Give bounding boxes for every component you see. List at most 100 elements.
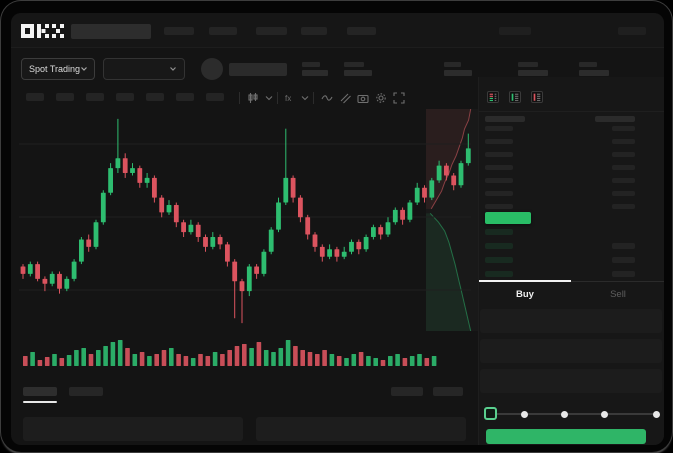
nav-item-skeleton[interactable] bbox=[499, 27, 531, 35]
nav-item-skeleton[interactable] bbox=[301, 27, 327, 35]
ob-ask-size-skeleton bbox=[612, 126, 635, 131]
book-buys-icon[interactable] bbox=[509, 91, 521, 103]
chevron-down-icon[interactable] bbox=[299, 92, 311, 104]
orders-action-skeleton[interactable] bbox=[433, 387, 463, 396]
slider-stop[interactable] bbox=[521, 410, 529, 418]
toolbar-skeleton-button[interactable] bbox=[206, 93, 224, 101]
depth-profile-panel bbox=[426, 108, 478, 332]
ob-ask-price-skeleton bbox=[485, 191, 513, 196]
nav-item-skeleton[interactable] bbox=[256, 27, 287, 35]
toolbar-skeleton-button[interactable] bbox=[86, 93, 104, 101]
tab-sell[interactable]: Sell bbox=[610, 289, 626, 300]
orders-content-skeleton bbox=[256, 417, 466, 441]
ticker-stat-skeleton bbox=[579, 62, 609, 78]
camera-icon[interactable] bbox=[357, 92, 369, 104]
stat-value-skeleton bbox=[579, 70, 609, 76]
ob-ask-price-skeleton bbox=[485, 178, 513, 183]
ob-bid-size-skeleton bbox=[612, 243, 635, 249]
nav-item-skeleton[interactable] bbox=[164, 27, 194, 35]
toolbar-skeleton-button[interactable] bbox=[116, 93, 134, 101]
order-input-skeleton[interactable] bbox=[480, 369, 662, 393]
orders-tab-skeleton[interactable] bbox=[69, 387, 103, 396]
chevron-down-icon bbox=[81, 67, 87, 71]
book-sells-icon[interactable] bbox=[531, 91, 543, 103]
ticker-stat-skeleton bbox=[444, 62, 472, 78]
book-combined-icon[interactable] bbox=[487, 91, 499, 103]
token-icon-placeholder bbox=[201, 58, 223, 80]
ob-ask-size-skeleton bbox=[612, 139, 635, 144]
app-screen: Spot Trading fx Buy bbox=[11, 13, 664, 445]
slider-handle[interactable] bbox=[483, 407, 497, 420]
stat-label-skeleton bbox=[302, 62, 320, 67]
chevron-down-icon bbox=[170, 67, 176, 71]
ob-ask-size-skeleton bbox=[612, 152, 635, 157]
market-type-label: Spot Trading bbox=[29, 64, 81, 74]
ob-bid-size-skeleton bbox=[612, 257, 635, 263]
slider-stop[interactable] bbox=[561, 410, 569, 418]
nav-item-skeleton[interactable] bbox=[618, 27, 646, 35]
orders-content-skeleton bbox=[23, 417, 243, 441]
ticker-stat-skeleton bbox=[344, 62, 372, 78]
toolbar-skeleton-button[interactable] bbox=[56, 93, 74, 101]
market-type-selector[interactable]: Spot Trading bbox=[21, 58, 95, 80]
ob-bid-price-skeleton bbox=[485, 229, 513, 235]
toolbar-skeleton-button[interactable] bbox=[26, 93, 44, 101]
stat-value-skeleton bbox=[344, 70, 372, 76]
stat-value-skeleton bbox=[444, 70, 472, 76]
candlestick-style-icon[interactable] bbox=[247, 92, 259, 104]
svg-text:fx: fx bbox=[285, 94, 291, 103]
toolbar-skeleton-button[interactable] bbox=[176, 93, 194, 101]
buy-tab-underline bbox=[479, 280, 571, 282]
toolbar-skeleton-button[interactable] bbox=[146, 93, 164, 101]
pair-selector[interactable] bbox=[103, 58, 185, 80]
chevron-down-icon[interactable] bbox=[263, 92, 275, 104]
ob-ask-price-skeleton bbox=[485, 165, 513, 170]
ob-ask-price-skeleton bbox=[485, 204, 513, 209]
stat-label-skeleton bbox=[579, 62, 597, 67]
ob-ask-price-skeleton bbox=[485, 152, 513, 157]
stat-label-skeleton bbox=[444, 62, 461, 67]
last-price-bar[interactable] bbox=[485, 212, 531, 224]
fullscreen-icon[interactable] bbox=[393, 92, 405, 104]
ticker-stat-skeleton bbox=[302, 62, 328, 78]
amount-slider[interactable] bbox=[483, 407, 663, 421]
line-tool-icon[interactable] bbox=[321, 92, 333, 104]
indicators-fx-icon[interactable]: fx bbox=[283, 92, 295, 104]
toolbar-divider bbox=[277, 92, 278, 104]
order-input-skeleton[interactable] bbox=[480, 309, 662, 333]
measure-tool-icon[interactable] bbox=[339, 92, 351, 104]
order-input-skeleton[interactable] bbox=[480, 339, 662, 363]
stat-value-skeleton bbox=[302, 70, 328, 76]
toolbar-divider bbox=[239, 92, 240, 104]
token-name-skeleton bbox=[229, 63, 287, 76]
slider-stop[interactable] bbox=[652, 410, 660, 418]
tab-buy[interactable]: Buy bbox=[516, 289, 534, 300]
toolbar-divider bbox=[313, 92, 314, 104]
okx-logo[interactable] bbox=[21, 23, 65, 39]
ob-bid-price-skeleton bbox=[485, 243, 513, 249]
slider-track[interactable] bbox=[490, 413, 656, 415]
ob-bid-price-skeleton bbox=[485, 271, 513, 277]
nav-item-skeleton[interactable] bbox=[347, 27, 376, 35]
slider-stop[interactable] bbox=[601, 410, 609, 418]
brand-text-skeleton bbox=[71, 24, 151, 39]
stat-label-skeleton bbox=[344, 62, 364, 67]
depth-profile-chart bbox=[426, 108, 472, 332]
ob-ask-price-skeleton bbox=[485, 139, 513, 144]
ob-ask-size-skeleton bbox=[612, 204, 635, 209]
buy-submit-button[interactable] bbox=[486, 429, 646, 444]
stat-value-skeleton bbox=[518, 70, 548, 76]
volume-chart bbox=[23, 340, 437, 366]
candlestick-chart[interactable] bbox=[19, 109, 471, 333]
ob-bid-price-skeleton bbox=[485, 257, 513, 263]
order-book-divider bbox=[478, 111, 664, 112]
ticker-stat-skeleton bbox=[518, 62, 548, 78]
ob-ask-price-skeleton bbox=[485, 126, 513, 131]
orders-tab-underline bbox=[23, 401, 57, 403]
settings-gear-icon[interactable] bbox=[375, 92, 387, 104]
ob-ask-size-skeleton bbox=[612, 191, 635, 196]
nav-item-skeleton[interactable] bbox=[209, 27, 237, 35]
orders-tab-active-skeleton[interactable] bbox=[23, 387, 57, 396]
orders-action-skeleton[interactable] bbox=[391, 387, 423, 396]
